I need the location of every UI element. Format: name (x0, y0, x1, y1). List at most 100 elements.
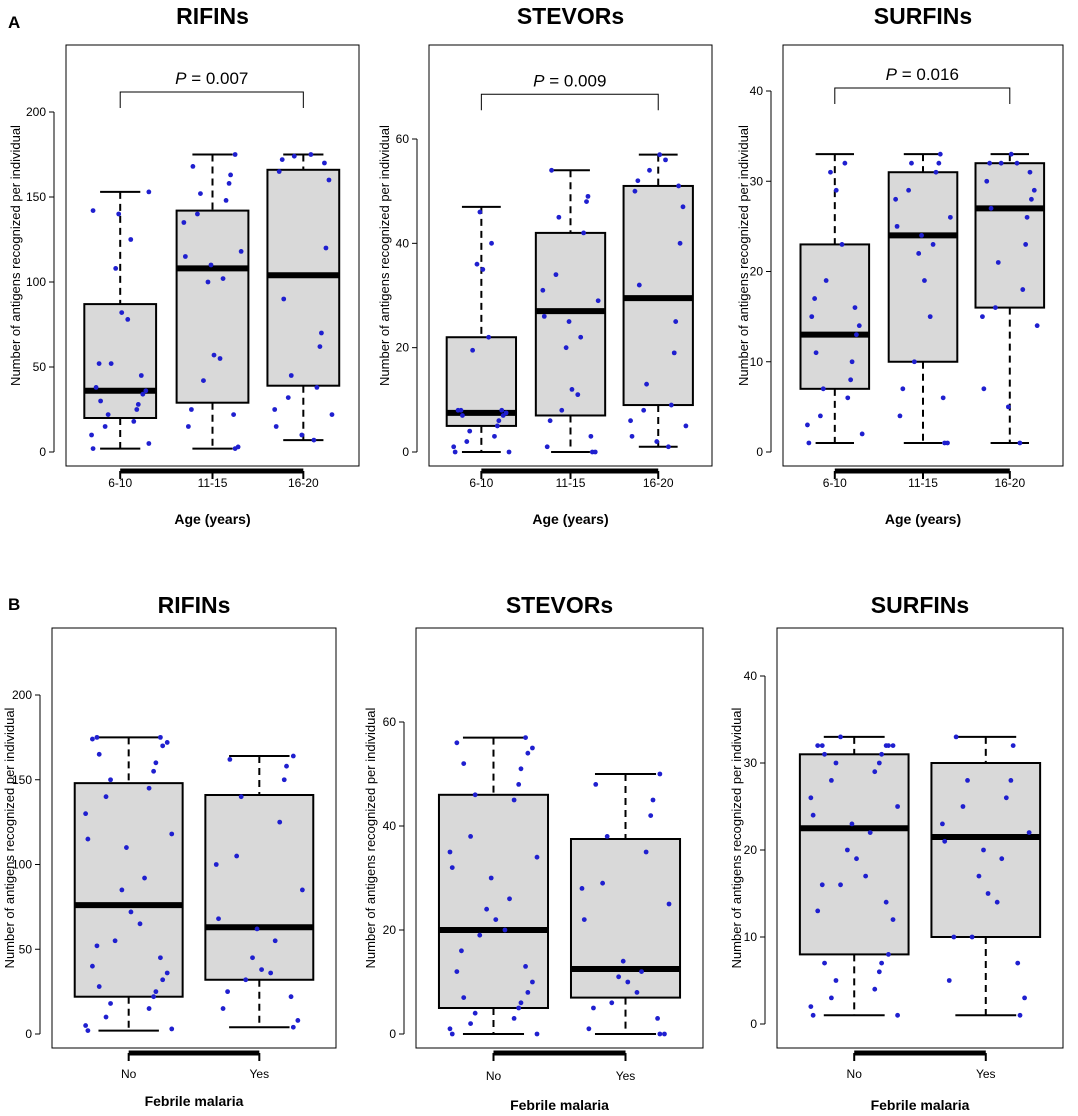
data-point (854, 856, 859, 862)
data-point (1017, 1012, 1023, 1018)
data-point (819, 882, 825, 888)
data-point (295, 1018, 301, 1023)
data-point (540, 287, 546, 293)
data-point (272, 938, 278, 944)
data-point (657, 1031, 663, 1037)
data-point (276, 169, 282, 174)
data-point (1026, 830, 1032, 835)
data-point (472, 792, 478, 798)
data-point (859, 431, 865, 437)
data-point (523, 735, 528, 740)
data-point (103, 1014, 109, 1020)
data-point (235, 444, 241, 450)
x-tick-label-11-15: 11-15 (198, 476, 228, 490)
y-tick-label: 0 (25, 1027, 32, 1041)
data-point (464, 439, 470, 444)
data-point (131, 419, 137, 424)
data-point (326, 177, 332, 183)
y-tick-label: 30 (744, 756, 758, 770)
data-point (940, 395, 946, 401)
data-point (906, 187, 911, 193)
data-point (299, 432, 305, 438)
data-point (311, 437, 317, 443)
data-point (662, 1031, 667, 1037)
data-point (108, 361, 114, 366)
x-tick-label-no: No (121, 1067, 137, 1081)
data-point (673, 319, 679, 324)
data-point (879, 751, 885, 757)
data-point (268, 970, 274, 976)
data-point (981, 386, 987, 392)
y-tick-label: 0 (402, 445, 409, 459)
data-point (158, 734, 163, 740)
y-tick-label: 40 (744, 669, 758, 683)
y-tick-label: 40 (750, 84, 764, 98)
data-point (480, 267, 486, 272)
data-point (468, 834, 473, 839)
data-point (635, 178, 641, 184)
y-tick-label: 60 (383, 715, 397, 729)
data-point (160, 977, 166, 983)
data-point (134, 407, 140, 412)
data-point (657, 771, 663, 777)
data-point (849, 359, 855, 365)
data-point (185, 424, 191, 429)
data-point (454, 969, 460, 974)
data-point (499, 407, 505, 413)
data-point (137, 921, 143, 927)
data-point (299, 887, 305, 893)
data-point (243, 977, 249, 983)
data-point (1015, 960, 1021, 966)
data-point (541, 313, 547, 319)
plot-frame (776, 627, 1064, 1049)
y-axis-label: Number of antigens recognized per indivi… (363, 707, 378, 968)
data-point (89, 432, 94, 438)
data-point (553, 272, 559, 278)
data-point (492, 433, 497, 439)
chart-5-stevors: STEVORs 0 20 40 60 Number of antigens recogni… (363, 592, 704, 1113)
data-point (549, 167, 554, 173)
data-point (525, 750, 531, 756)
data-point (461, 761, 467, 766)
data-point (620, 958, 626, 964)
data-point (494, 423, 500, 429)
box-yes (204, 794, 315, 981)
y-tick-label: 10 (750, 355, 764, 369)
plot-frame (415, 627, 704, 1049)
p-value-label: P = 0.009 (533, 71, 606, 90)
y-tick-label: 20 (750, 265, 764, 279)
data-point (1017, 440, 1023, 446)
data-point (833, 978, 839, 983)
data-point (668, 402, 674, 408)
data-point (119, 310, 125, 315)
y-axis-label: Number of antigens recognized per indivi… (736, 125, 751, 386)
data-point (90, 208, 96, 214)
data-point (628, 418, 633, 424)
data-point (634, 990, 640, 995)
box-no (73, 782, 184, 998)
significance-bracket (119, 91, 304, 108)
data-point (112, 938, 118, 944)
x-tick-label-6-10: 6-10 (823, 476, 847, 490)
data-point (987, 160, 993, 166)
data-point (813, 350, 819, 356)
data-point (848, 377, 854, 383)
y-tick-label: 150 (26, 190, 46, 204)
data-point (195, 211, 200, 217)
box-6-10 (83, 303, 158, 420)
data-point (90, 446, 96, 451)
data-point (845, 395, 851, 401)
data-point (867, 830, 873, 835)
p-value-label: P = 0.007 (175, 69, 248, 88)
data-point (225, 989, 230, 995)
data-point (208, 262, 214, 268)
data-point (636, 282, 642, 288)
data-point (119, 887, 125, 893)
data-point (226, 181, 232, 186)
data-point (525, 990, 531, 995)
data-point (879, 960, 885, 966)
data-point (833, 187, 839, 193)
significance-bracket (834, 87, 1011, 104)
data-point (922, 278, 927, 283)
